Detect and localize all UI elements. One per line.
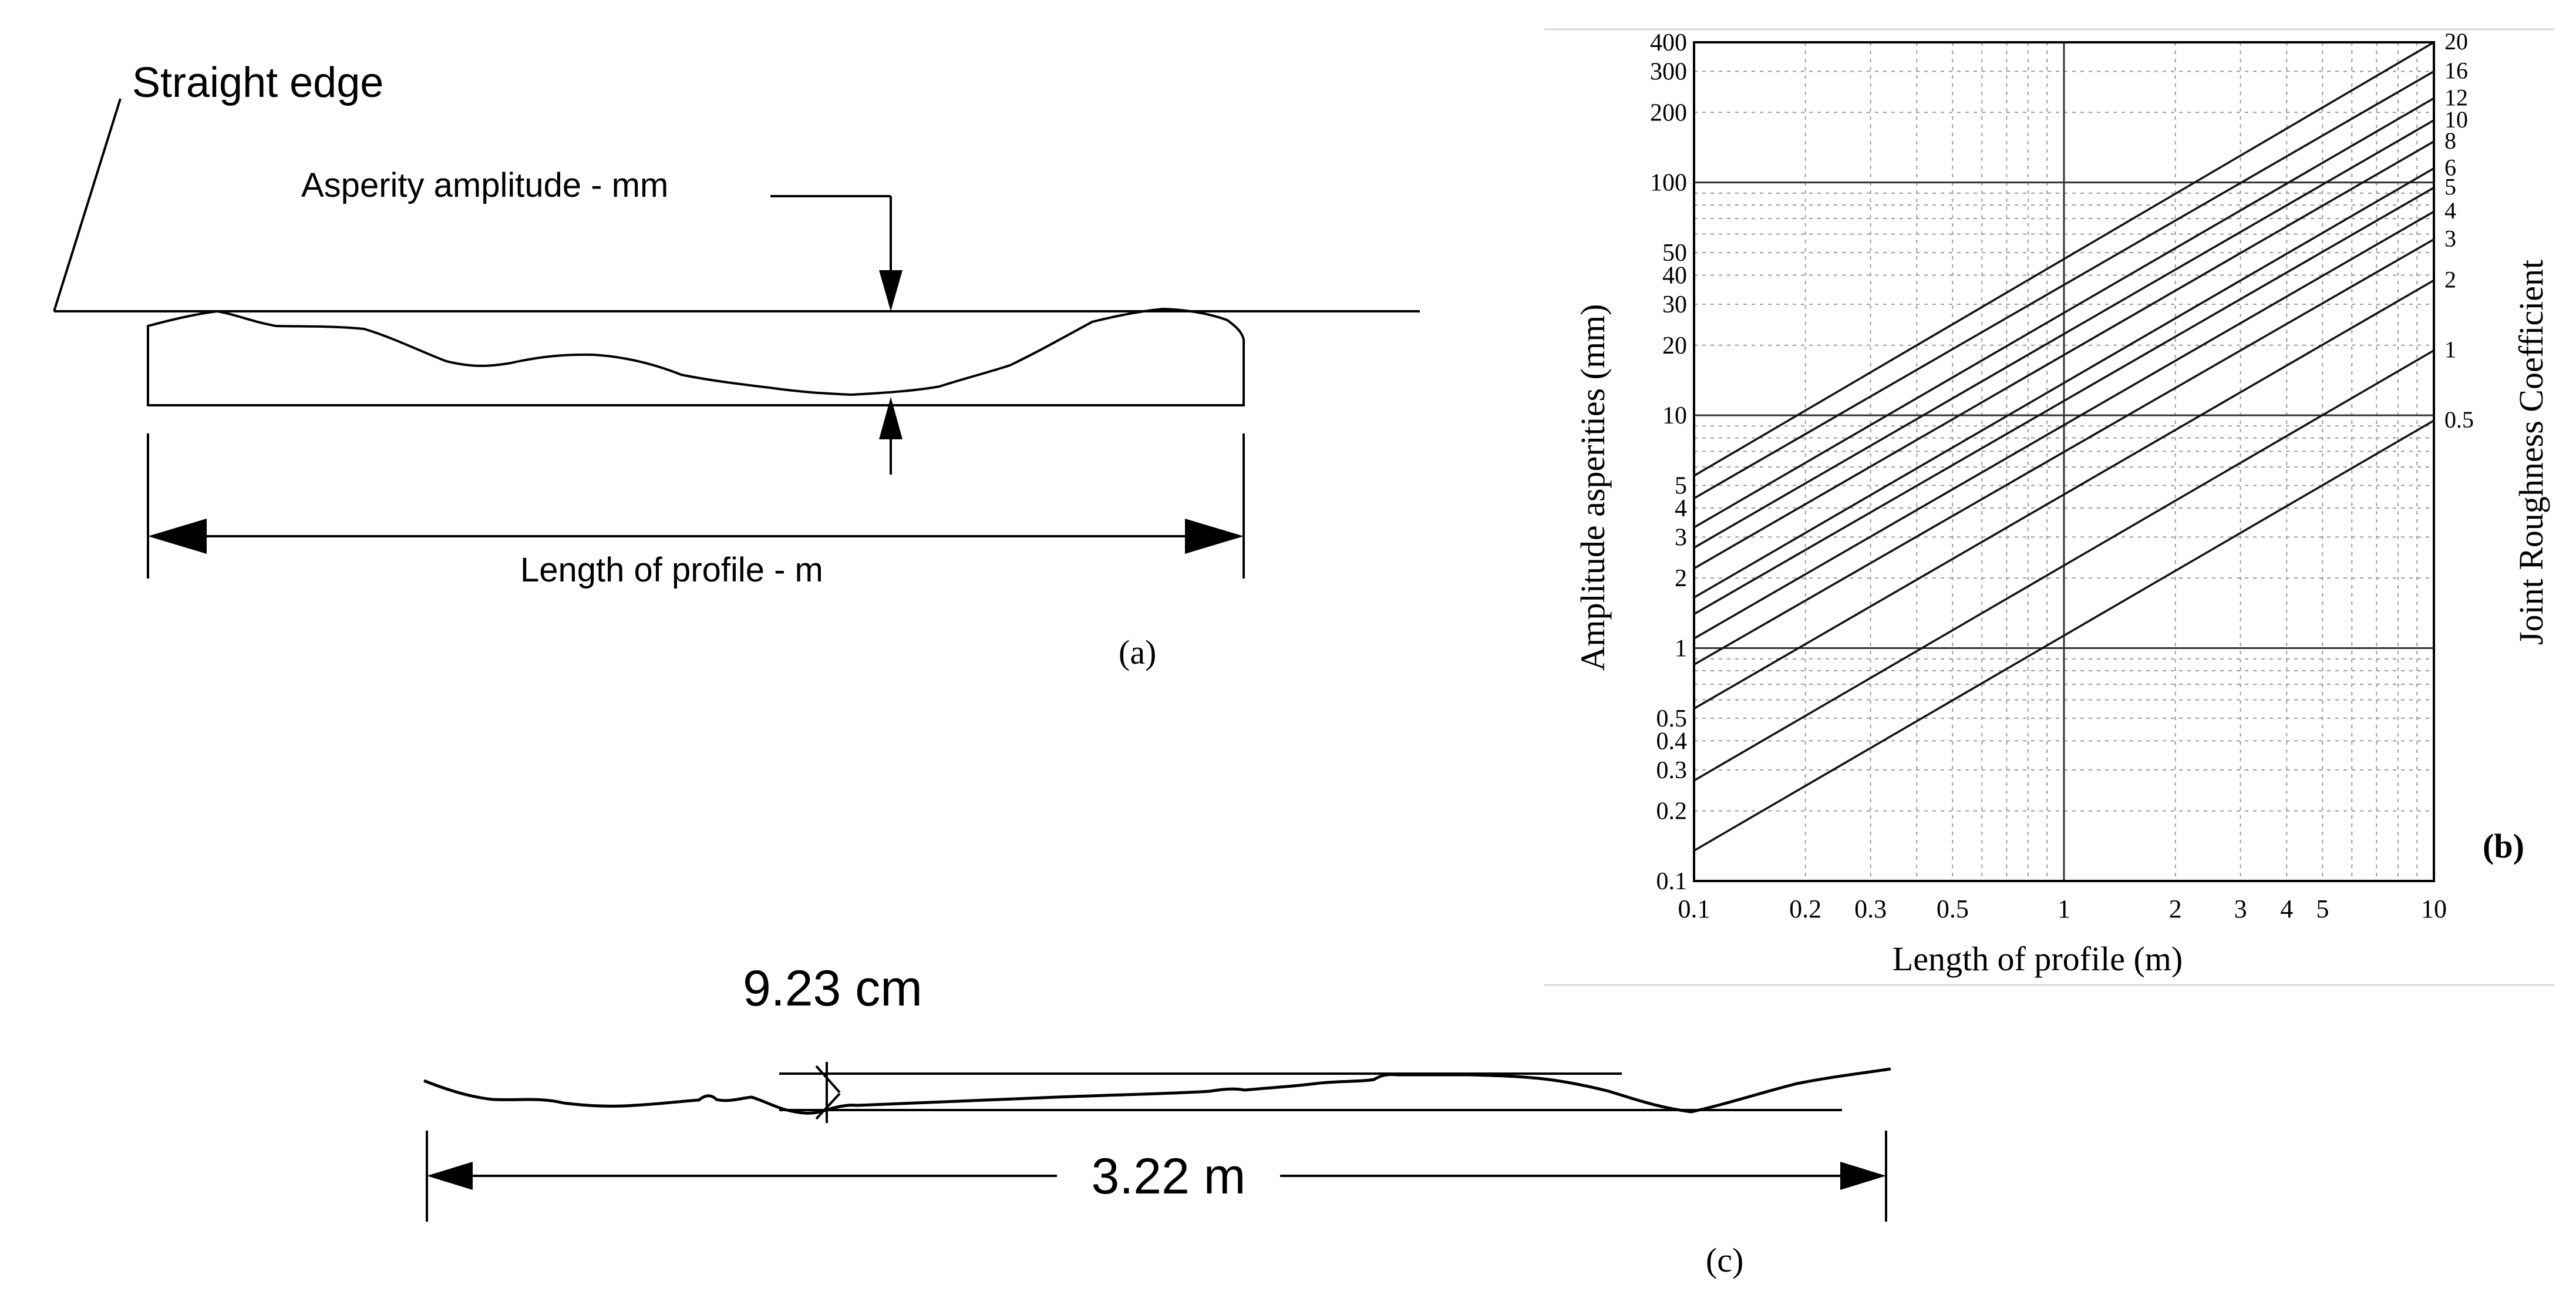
y-tick-label: 0.2 — [1656, 798, 1688, 825]
plot-area-border — [1693, 41, 2435, 882]
y-tick-label: 5 — [1675, 472, 1687, 499]
y-tick-label: 50 — [1662, 240, 1687, 267]
panel-c-caption: (c) — [1706, 1241, 1743, 1279]
jrc-label: 3 — [2444, 225, 2456, 251]
x-tick-label: 0.3 — [1854, 895, 1887, 923]
y-tick-label: 2 — [1675, 565, 1687, 592]
y-tick-label: 400 — [1650, 29, 1687, 56]
x-tick-label: 1 — [2058, 895, 2070, 923]
y-tick-label: 4 — [1675, 495, 1687, 522]
jrc-line-2 — [1693, 279, 2434, 710]
x-tick-label: 0.2 — [1789, 895, 1821, 923]
jrc-line-16 — [1693, 70, 2434, 499]
chart-grid — [1694, 42, 2434, 881]
jrc-label: 5 — [2444, 174, 2456, 200]
amplitude-arrow-down — [879, 270, 903, 311]
jrc-label: 12 — [2444, 84, 2468, 110]
jrc-line-12 — [1693, 97, 2434, 529]
length-arrow-left-c — [427, 1162, 473, 1190]
jrc-line-5 — [1693, 186, 2434, 616]
length-value: 3.22 m — [1092, 1148, 1246, 1205]
jrc-label: 16 — [2444, 58, 2468, 84]
straight-edge-leader — [53, 98, 122, 312]
jrc-label: 6 — [2444, 154, 2456, 181]
rough-profile-block — [147, 307, 1245, 406]
y-tick-label: 40 — [1662, 262, 1687, 289]
y-tick-label: 300 — [1650, 59, 1687, 86]
chart-frame-lines — [1544, 28, 2554, 986]
amplitude-arrow-up — [879, 397, 903, 439]
chart-series — [1693, 41, 2434, 852]
measured-profile-line — [423, 1067, 1891, 1115]
panel-b-caption: (b) — [2483, 827, 2524, 865]
jrc-line-4 — [1693, 210, 2434, 640]
amplitude-value: 9.23 cm — [743, 960, 922, 1017]
y-tick-label: 0.3 — [1656, 757, 1688, 784]
y-tick-label: 100 — [1650, 170, 1687, 197]
y-tick-label: 30 — [1662, 291, 1687, 318]
y-tick-label: 200 — [1650, 99, 1687, 126]
jrc-label: 20 — [2444, 28, 2468, 55]
x-axis-label: Length of profile (m) — [1893, 940, 2183, 978]
jrc-line-1 — [1693, 349, 2434, 782]
jrc-line-0.5 — [1693, 419, 2434, 852]
jrc-label: 4 — [2444, 197, 2456, 224]
panel-a-caption: (a) — [1119, 633, 1156, 671]
y-tick-label: 3 — [1675, 524, 1687, 551]
length-arrow-right — [1185, 519, 1244, 554]
straight-edge-label: Straight edge — [132, 59, 383, 106]
x-tick-labels: 0.1 0.2 0.3 0.5 1 2 3 4 5 10 — [1678, 895, 2447, 923]
x-tick-label: 3 — [2234, 895, 2247, 923]
y-tick-label: 1 — [1675, 635, 1687, 663]
jrc-label: 1 — [2444, 337, 2456, 363]
jrc-line-6 — [1693, 167, 2434, 598]
x-tick-label: 0.5 — [1937, 895, 1969, 923]
panel-b: 0.1 0.2 0.3 0.5 1 2 3 4 5 10 0.10.20.30.40.512345… — [1544, 28, 2554, 986]
jrc-line-3 — [1693, 238, 2434, 666]
jrc-line-20 — [1693, 41, 2434, 477]
panel-a: Straight edge Asperity amplitude - mm Le… — [53, 59, 1420, 671]
x-tick-label: 4 — [2280, 895, 2293, 923]
y-tick-label: 0.1 — [1656, 868, 1688, 895]
length-of-profile-label: Length of profile - m — [520, 551, 823, 589]
y-tick-label: 0.4 — [1656, 728, 1688, 755]
y-tick-label: 0.5 — [1656, 705, 1688, 732]
jrc-label: 0.5 — [2444, 406, 2474, 433]
asperity-amplitude-label: Asperity amplitude - mm — [301, 166, 668, 204]
x-tick-label: 5 — [2316, 895, 2329, 923]
jrc-line-8 — [1693, 140, 2434, 570]
jrc-label: 10 — [2444, 106, 2468, 133]
y2-axis-label: Joint Roughness Coefficient — [2512, 260, 2550, 645]
x-tick-label: 10 — [2421, 895, 2447, 923]
panel-c: 9.23 cm 3.22 m (c) — [423, 960, 1891, 1279]
x-tick-label: 2 — [2169, 895, 2182, 923]
length-arrow-right-c — [1840, 1162, 1886, 1190]
jrc-line-10 — [1693, 119, 2434, 549]
jrc-label: 2 — [2444, 266, 2456, 292]
y-tick-label: 20 — [1662, 332, 1687, 359]
jrc-label: 8 — [2444, 127, 2456, 154]
y-tick-label: 10 — [1662, 402, 1687, 429]
length-arrow-left — [148, 519, 207, 554]
x-tick-label: 0.1 — [1678, 895, 1710, 923]
y-axis-label: Amplitude asperities (mm) — [1574, 304, 1612, 671]
